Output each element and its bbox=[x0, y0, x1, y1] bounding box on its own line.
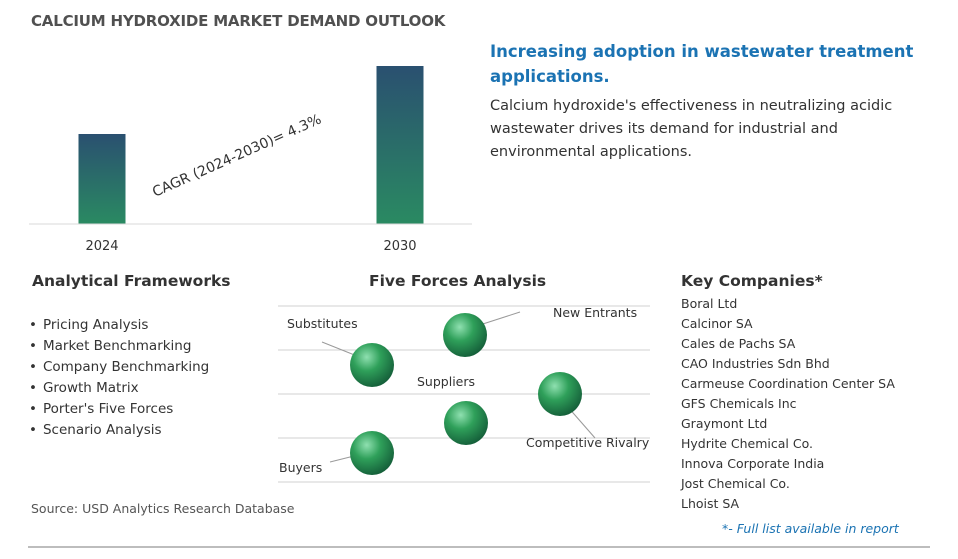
frameworks-list: Pricing Analysis Market Benchmarking Com… bbox=[29, 315, 209, 441]
bar-2024 bbox=[78, 134, 126, 224]
suppliers-label: Suppliers bbox=[417, 374, 475, 389]
substitutes-sphere bbox=[350, 343, 394, 387]
source-note: Source: USD Analytics Research Database bbox=[31, 501, 295, 516]
bar-2030 bbox=[376, 66, 424, 224]
companies-heading: Key Companies* bbox=[681, 272, 823, 290]
list-item: Growth Matrix bbox=[29, 378, 209, 399]
suppliers-sphere bbox=[444, 401, 488, 445]
cagr-annotation: CAGR (2024-2030)= 4.3% bbox=[150, 112, 324, 201]
list-item: Market Benchmarking bbox=[29, 336, 209, 357]
competitive-rivalry-label: Competitive Rivalry bbox=[526, 435, 650, 450]
headline: Increasing adoption in wastewater treatm… bbox=[490, 42, 914, 86]
substitutes-label: Substitutes bbox=[287, 316, 358, 331]
list-item: Innova Corporate India bbox=[681, 456, 825, 471]
frameworks-heading: Analytical Frameworks bbox=[32, 272, 231, 290]
list-item: Company Benchmarking bbox=[29, 357, 209, 378]
list-item: Boral Ltd bbox=[681, 296, 738, 311]
list-item: Calcinor SA bbox=[681, 316, 753, 331]
bottom-divider bbox=[28, 546, 930, 548]
list-item: Hydrite Chemical Co. bbox=[681, 436, 814, 451]
chart-title: CALCIUM HYDROXIDE MARKET DEMAND OUTLOOK bbox=[31, 12, 446, 30]
list-item: Scenario Analysis bbox=[29, 420, 209, 441]
five-forces-diagram: New Entrants Substitutes Suppliers Compe… bbox=[278, 305, 650, 483]
list-item: Porter's Five Forces bbox=[29, 399, 209, 420]
companies-footnote: *- Full list available in report bbox=[722, 521, 899, 536]
buyers-sphere bbox=[350, 431, 394, 475]
list-item: Cales de Pachs SA bbox=[681, 336, 796, 351]
competitive-rivalry-sphere bbox=[538, 372, 582, 416]
list-item: Carmeuse Coordination Center SA bbox=[681, 376, 895, 391]
list-item: GFS Chemicals Inc bbox=[681, 396, 797, 411]
new-entrants-sphere bbox=[443, 313, 487, 357]
list-item: Lhoist SA bbox=[681, 496, 740, 511]
list-item: Jost Chemical Co. bbox=[681, 476, 790, 491]
list-item: CAO Industries Sdn Bhd bbox=[681, 356, 830, 371]
description: Calcium hydroxide's effectiveness in neu… bbox=[490, 98, 893, 160]
new-entrants-label: New Entrants bbox=[553, 305, 637, 320]
x-tick-label-2030: 2030 bbox=[383, 239, 416, 254]
x-tick-label-2024: 2024 bbox=[85, 239, 118, 254]
list-item: Graymont Ltd bbox=[681, 416, 768, 431]
five-forces-heading: Five Forces Analysis bbox=[369, 272, 547, 290]
buyers-label: Buyers bbox=[279, 460, 322, 475]
bar-chart: 2024 2030 CAGR (2024-2030)= 4.3% bbox=[29, 66, 472, 254]
list-item: Pricing Analysis bbox=[29, 315, 209, 336]
companies-list: Boral Ltd Calcinor SA Cales de Pachs SA … bbox=[681, 294, 895, 514]
